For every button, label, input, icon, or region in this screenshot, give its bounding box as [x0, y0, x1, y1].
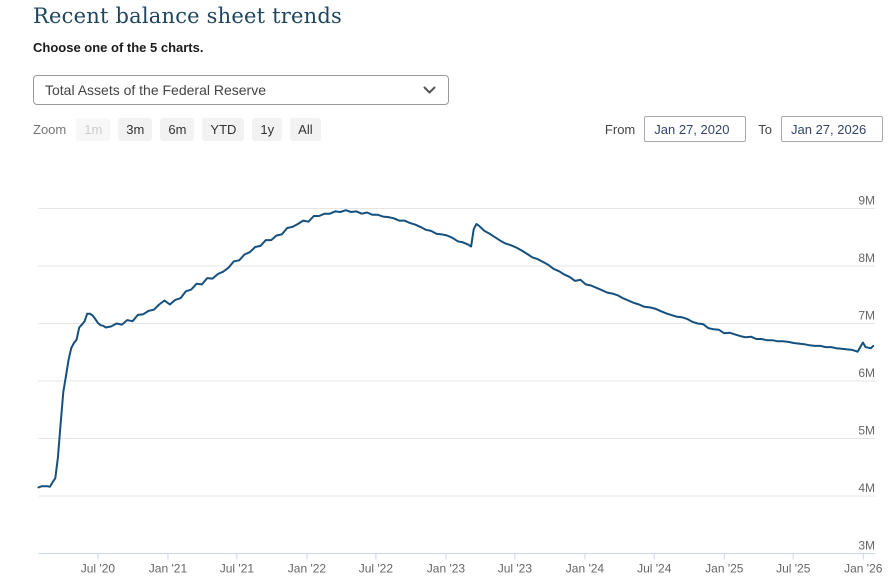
chart-chooser-label: Choose one of the 5 charts. — [33, 40, 204, 55]
from-date-input[interactable] — [644, 116, 747, 142]
to-label: To — [758, 121, 772, 137]
x-axis-label: Jul '20 — [81, 562, 116, 576]
x-axis-label: Jan '22 — [288, 562, 327, 576]
chevron-down-icon — [423, 86, 436, 94]
from-label: From — [604, 121, 636, 137]
to-date-input[interactable] — [781, 116, 883, 142]
zoom-controls: Zoom 1m 3m 6m YTD 1y All — [33, 118, 329, 141]
x-axis-label: Jan '25 — [705, 562, 744, 576]
chart-select-value: Total Assets of the Federal Reserve — [45, 82, 266, 98]
page-title: Recent balance sheet trends — [33, 4, 342, 28]
x-axis-label: Jan '23 — [427, 562, 466, 576]
chart-select[interactable]: Total Assets of the Federal Reserve — [33, 75, 449, 105]
y-axis-label: 6M — [858, 366, 875, 380]
zoom-all-button[interactable]: All — [290, 118, 321, 141]
x-axis-label: Jul '25 — [776, 562, 811, 576]
zoom-3m-button[interactable]: 3m — [118, 118, 153, 141]
balance-sheet-chart[interactable]: 9M 8M 7M 6M 5M 4M 3M Jul '20 Jan '21 Jul '21 Jan '… — [0, 165, 889, 585]
x-axis-label: Jul '23 — [498, 562, 533, 576]
x-axis-label: Jan '24 — [566, 562, 605, 576]
x-axis-label: Jul '22 — [359, 562, 394, 576]
y-axis-label: 3M — [858, 539, 875, 553]
x-axis-label: Jul '21 — [220, 562, 255, 576]
y-axis-label: 8M — [858, 251, 875, 265]
y-axis-label: 9M — [858, 194, 875, 208]
zoom-1m-button[interactable]: 1m — [76, 118, 111, 141]
zoom-6m-button[interactable]: 6m — [160, 118, 195, 141]
x-axis-label: Jan '26 — [844, 562, 883, 576]
x-axis-label: Jul '24 — [637, 562, 672, 576]
date-range-controls: From To — [605, 116, 883, 142]
series-line — [37, 209, 875, 489]
y-axis-label: 4M — [858, 481, 875, 495]
y-axis-label: 5M — [858, 424, 875, 438]
zoom-1y-button[interactable]: 1y — [252, 118, 283, 141]
x-axis-label: Jan '21 — [149, 562, 188, 576]
zoom-label: Zoom — [33, 122, 67, 137]
y-axis-label: 7M — [858, 309, 875, 323]
zoom-ytd-button[interactable]: YTD — [202, 118, 245, 141]
